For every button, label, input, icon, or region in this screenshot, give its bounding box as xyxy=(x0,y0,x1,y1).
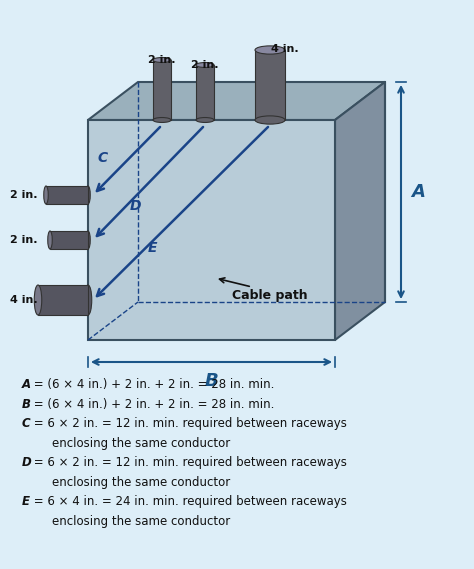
Ellipse shape xyxy=(153,57,171,63)
Text: 4 in.: 4 in. xyxy=(271,44,299,54)
Text: A: A xyxy=(411,183,425,201)
Text: A: A xyxy=(22,378,31,391)
Text: enclosing the same conductor: enclosing the same conductor xyxy=(22,476,230,489)
Text: E: E xyxy=(22,495,30,508)
Text: enclosing the same conductor: enclosing the same conductor xyxy=(22,514,230,527)
Polygon shape xyxy=(255,50,285,120)
Text: = (6 × 4 in.) + 2 in. + 2 in. = 28 in. min.: = (6 × 4 in.) + 2 in. + 2 in. = 28 in. m… xyxy=(30,398,274,410)
Polygon shape xyxy=(88,120,335,340)
Ellipse shape xyxy=(86,231,90,249)
Text: C: C xyxy=(22,417,31,430)
Text: = 6 × 4 in. = 24 in. min. required between raceways: = 6 × 4 in. = 24 in. min. required betwe… xyxy=(30,495,347,508)
Ellipse shape xyxy=(44,186,48,204)
Polygon shape xyxy=(88,82,385,120)
Polygon shape xyxy=(196,65,214,120)
Text: 2 in.: 2 in. xyxy=(191,60,219,70)
Text: C: C xyxy=(98,151,108,165)
Ellipse shape xyxy=(255,46,285,54)
Text: E: E xyxy=(148,241,157,255)
Text: B: B xyxy=(205,372,219,390)
Polygon shape xyxy=(153,60,171,120)
Text: Cable path: Cable path xyxy=(232,288,308,302)
Text: = (6 × 4 in.) + 2 in. + 2 in. = 28 in. min.: = (6 × 4 in.) + 2 in. + 2 in. = 28 in. m… xyxy=(30,378,274,391)
Text: 2 in.: 2 in. xyxy=(148,55,176,65)
Polygon shape xyxy=(335,82,385,340)
Text: 2 in.: 2 in. xyxy=(10,190,38,200)
Ellipse shape xyxy=(48,231,52,249)
Ellipse shape xyxy=(255,116,285,124)
Ellipse shape xyxy=(153,118,171,122)
Ellipse shape xyxy=(86,186,90,204)
Text: = 6 × 2 in. = 12 in. min. required between raceways: = 6 × 2 in. = 12 in. min. required betwe… xyxy=(30,417,347,430)
Text: 2 in.: 2 in. xyxy=(10,235,38,245)
Ellipse shape xyxy=(84,285,92,315)
Polygon shape xyxy=(46,186,88,204)
Text: D: D xyxy=(130,199,142,213)
Text: enclosing the same conductor: enclosing the same conductor xyxy=(22,436,230,450)
Ellipse shape xyxy=(34,285,42,315)
Text: 4 in.: 4 in. xyxy=(10,295,38,305)
Polygon shape xyxy=(38,285,88,315)
Text: = 6 × 2 in. = 12 in. min. required between raceways: = 6 × 2 in. = 12 in. min. required betwe… xyxy=(30,456,347,469)
Ellipse shape xyxy=(196,63,214,68)
Polygon shape xyxy=(50,231,88,249)
Text: D: D xyxy=(22,456,32,469)
Text: B: B xyxy=(22,398,31,410)
Ellipse shape xyxy=(196,118,214,122)
